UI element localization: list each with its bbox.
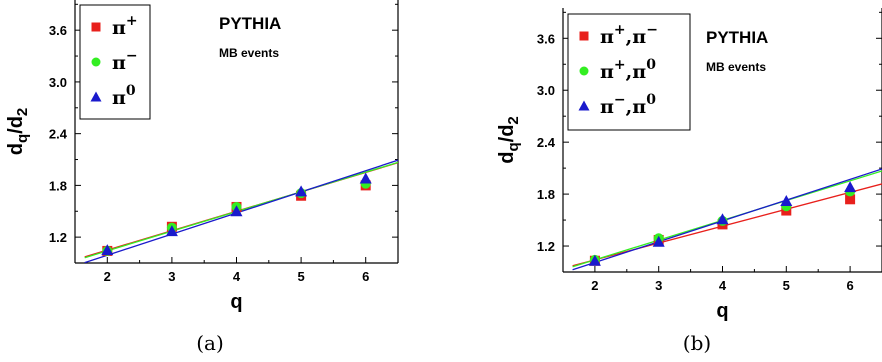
- legend-label: π−,π0: [600, 92, 656, 118]
- data-point-series-2: [165, 225, 178, 237]
- data-point-series-2: [588, 254, 601, 266]
- x-tick-label: 3: [655, 278, 662, 293]
- legend-marker: [90, 91, 102, 102]
- data-point-series-0: [845, 194, 856, 205]
- fit-line-series-2: [572, 168, 882, 271]
- x-tick-label: 4: [719, 278, 727, 293]
- legend: π+ π− π0: [79, 4, 151, 120]
- x-axis-title: q: [716, 300, 728, 322]
- y-axis-title: dq/d2: [5, 108, 31, 156]
- legend-label: π+,π0: [600, 57, 656, 83]
- y-tick-label: 3.0: [537, 83, 555, 98]
- y-axis-title: dq/d2: [496, 116, 522, 164]
- legend-marker: [579, 31, 589, 41]
- annotation-title: PYTHIA: [706, 28, 768, 47]
- panel-caption: (a): [196, 331, 224, 355]
- data-point-series-2: [101, 244, 114, 256]
- data-point-series-2: [295, 185, 308, 197]
- x-tick-label: 5: [297, 269, 304, 284]
- x-tick-label: 4: [233, 269, 241, 284]
- chart-panel-b: 2 3 4 5 6 1.2 1.8 2.4 3.0 3.6 q dq/d2 π+,π− π+,π0 π−,π…: [496, 8, 882, 355]
- x-tick-label: 5: [783, 278, 790, 293]
- legend-label: π−: [112, 48, 138, 74]
- data-point-series-2: [652, 235, 665, 247]
- legend-label: π+: [112, 13, 138, 39]
- x-tick-label: 6: [846, 278, 853, 293]
- chart-panel-a: 2 3 4 5 6 1.2 1.8 2.4 3.0 3.6 q dq/d2 π+ π− π0 PYTHIA MB…: [5, 0, 399, 355]
- legend-marker: [91, 22, 101, 32]
- legend: π+,π− π+,π0 π−,π0: [567, 13, 691, 131]
- y-tick-label: 1.8: [537, 187, 555, 202]
- y-tick-label: 1.2: [49, 230, 67, 245]
- y-tick-label: 3.0: [49, 75, 67, 90]
- x-tick-label: 6: [362, 269, 369, 284]
- legend-label: π+,π−: [600, 22, 658, 48]
- y-tick-label: 2.4: [49, 127, 68, 142]
- x-tick-label: 2: [591, 278, 598, 293]
- annotation-subtitle: MB events: [219, 46, 279, 60]
- panel-caption: (b): [683, 331, 711, 355]
- data-point-series-2: [359, 172, 372, 184]
- data-point-series-2: [844, 181, 857, 193]
- y-tick-label: 3.6: [537, 31, 555, 46]
- data-point-series-2: [230, 205, 243, 217]
- legend-marker: [578, 100, 590, 111]
- y-tick-label: 3.6: [49, 23, 67, 38]
- x-tick-label: 3: [168, 269, 175, 284]
- annotation-subtitle: MB events: [706, 60, 766, 74]
- x-tick-label: 2: [104, 269, 111, 284]
- data-point-series-2: [780, 195, 793, 207]
- y-tick-label: 1.2: [537, 239, 555, 254]
- y-tick-label: 1.8: [49, 178, 67, 193]
- y-tick-label: 2.4: [537, 135, 556, 150]
- annotation-title: PYTHIA: [219, 14, 281, 33]
- legend-marker: [91, 57, 101, 67]
- data-point-series-2: [716, 213, 729, 225]
- legend-label: π0: [112, 83, 136, 109]
- legend-marker: [579, 66, 589, 76]
- x-axis-title: q: [230, 291, 242, 313]
